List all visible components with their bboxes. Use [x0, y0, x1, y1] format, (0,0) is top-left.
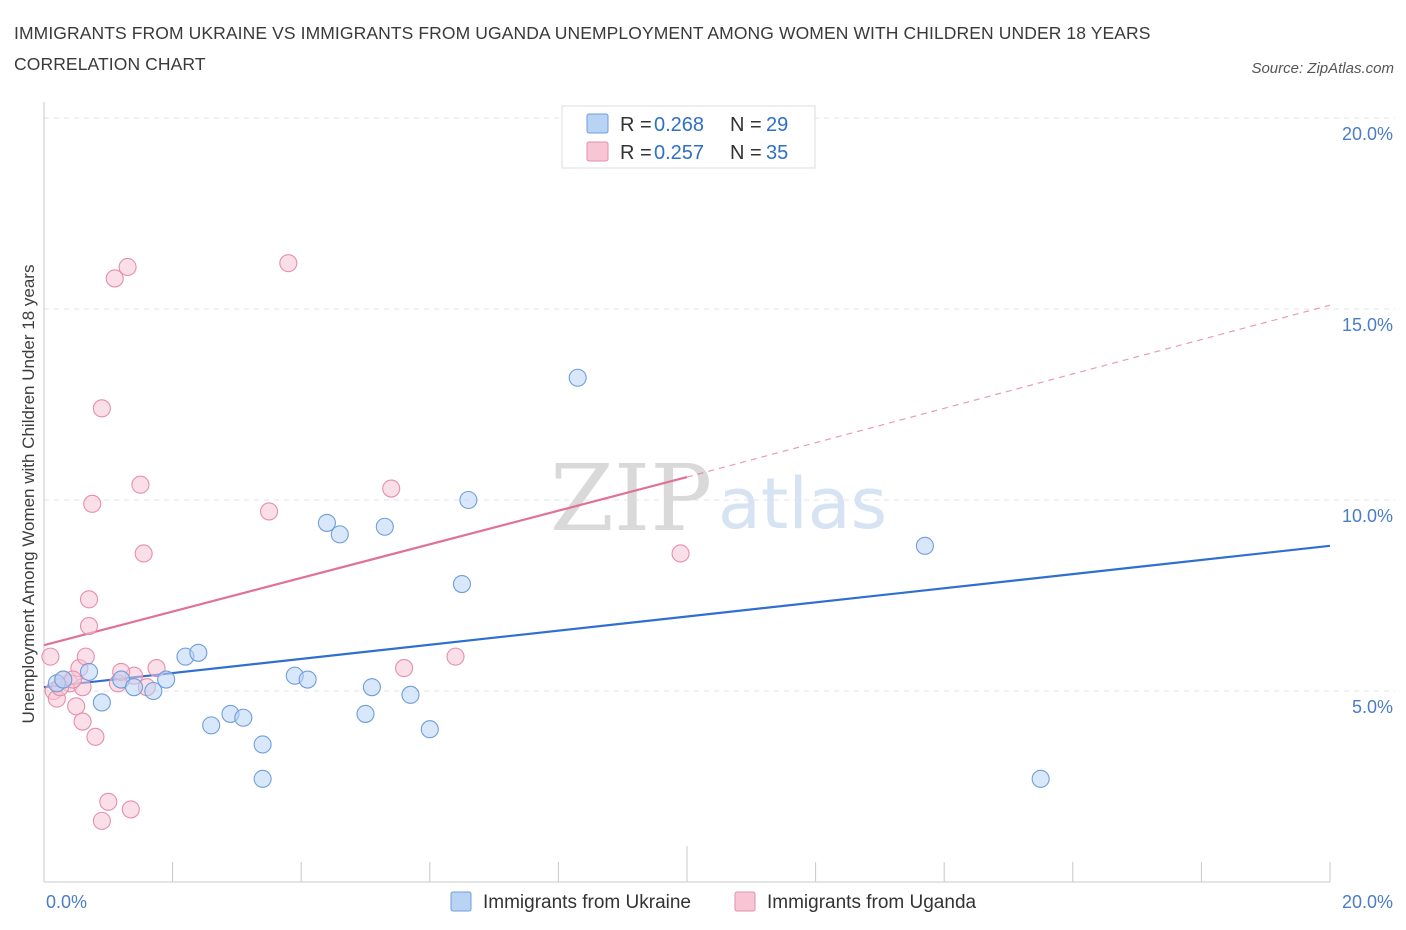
uganda-point	[671, 544, 690, 563]
ukraine-point	[144, 681, 163, 701]
ukraine-point	[356, 704, 375, 723]
uganda-point	[131, 475, 150, 494]
uganda-point	[134, 544, 153, 563]
ukraine-point	[915, 536, 934, 555]
watermark: ZIP atlas	[550, 445, 887, 552]
uganda-point	[92, 811, 111, 830]
legend-swatch-uganda	[586, 141, 609, 162]
ukraine-point	[298, 670, 317, 689]
uganda-point	[79, 617, 99, 636]
uganda-point	[73, 712, 92, 731]
ukraine-point	[568, 368, 587, 387]
uganda-point	[446, 647, 465, 666]
x-tick-label: 20.0%	[1342, 892, 1393, 912]
legend-ukraine-r-label: R =	[620, 114, 652, 136]
x-tick-label: 0.0%	[46, 892, 87, 912]
y-tick-labels: 5.0% 10.0% 15.0% 20.0%	[1342, 124, 1393, 717]
uganda-point	[83, 494, 102, 513]
y-tick-label: 10.0%	[1342, 506, 1393, 526]
uganda-point	[382, 479, 401, 498]
ukraine-point	[452, 574, 472, 594]
y-tick-label: 20.0%	[1342, 124, 1393, 144]
bottom-legend-swatch-ukraine	[450, 891, 472, 912]
bottom-legend-uganda: Immigrants from Uganda	[767, 892, 977, 913]
legend-uganda-n-value: 35	[766, 142, 788, 164]
legend-uganda-r-label: R =	[620, 142, 652, 164]
legend-uganda-r-value: 0.257	[654, 142, 704, 164]
uganda-point	[99, 792, 118, 811]
uganda-point	[86, 727, 105, 746]
legend-swatch-ukraine	[586, 113, 609, 134]
uganda-point	[259, 502, 279, 521]
ukraine-point	[157, 670, 176, 689]
ukraine-point	[54, 670, 73, 689]
bottom-legend-ukraine: Immigrants from Ukraine	[483, 892, 691, 913]
ukraine-point	[459, 490, 478, 510]
uganda-point	[92, 399, 111, 418]
watermark-atlas: atlas	[718, 463, 887, 545]
x-tick-labels: 0.0% 20.0%	[46, 892, 1393, 912]
legend-ukraine-n-label: N =	[730, 114, 762, 136]
uganda-point	[279, 254, 298, 273]
y-axis-label: Unemployment Among Women with Children U…	[19, 265, 38, 724]
uganda-trend-line	[43, 476, 688, 647]
y-tick-label: 15.0%	[1342, 315, 1393, 335]
series-legend: Immigrants from Ukraine Immigrants from …	[450, 891, 977, 913]
gridlines	[44, 117, 1395, 692]
ukraine-trend-line	[43, 544, 1331, 689]
ukraine-point	[189, 643, 208, 662]
chart-title: IMMIGRANTS FROM UKRAINE VS IMMIGRANTS FR…	[14, 23, 1151, 74]
y-tick-label: 5.0%	[1352, 697, 1393, 717]
uganda-point	[395, 659, 414, 678]
source-credit: Source: ZipAtlas.com	[1251, 60, 1394, 77]
uganda-point	[121, 800, 140, 819]
uganda-point	[79, 590, 99, 609]
correlation-legend: R = 0.268 N = 29 R = 0.257 N = 35	[561, 105, 816, 169]
ukraine-point	[202, 716, 221, 735]
uganda-point	[118, 257, 137, 277]
ukraine-point	[330, 525, 349, 544]
ukraine-point	[253, 769, 272, 788]
uganda-point	[76, 647, 95, 666]
ukraine-point	[1031, 769, 1050, 788]
axes	[43, 102, 1331, 883]
legend-ukraine-r-value: 0.268	[654, 114, 704, 136]
ukraine-point	[92, 693, 111, 712]
uganda-point	[67, 697, 86, 716]
ukraine-point	[375, 517, 394, 536]
ukraine-point	[79, 662, 99, 681]
ukraine-point	[234, 708, 253, 727]
ukraine-point	[420, 720, 439, 739]
legend-ukraine-n-value: 29	[766, 114, 788, 136]
trend-lines	[43, 304, 1331, 689]
ukraine-point	[253, 735, 272, 754]
data-points	[41, 254, 1050, 830]
legend-uganda-n-label: N =	[730, 142, 762, 164]
watermark-zip: ZIP	[550, 445, 712, 552]
ukraine-point	[401, 685, 420, 704]
bottom-legend-swatch-uganda	[734, 891, 756, 912]
uganda-point	[41, 647, 60, 666]
ukraine-point	[124, 678, 144, 697]
ukraine-point	[317, 513, 336, 532]
ukraine-point	[362, 678, 381, 697]
uganda-trend-extension	[686, 304, 1331, 478]
uganda-point	[105, 269, 124, 288]
